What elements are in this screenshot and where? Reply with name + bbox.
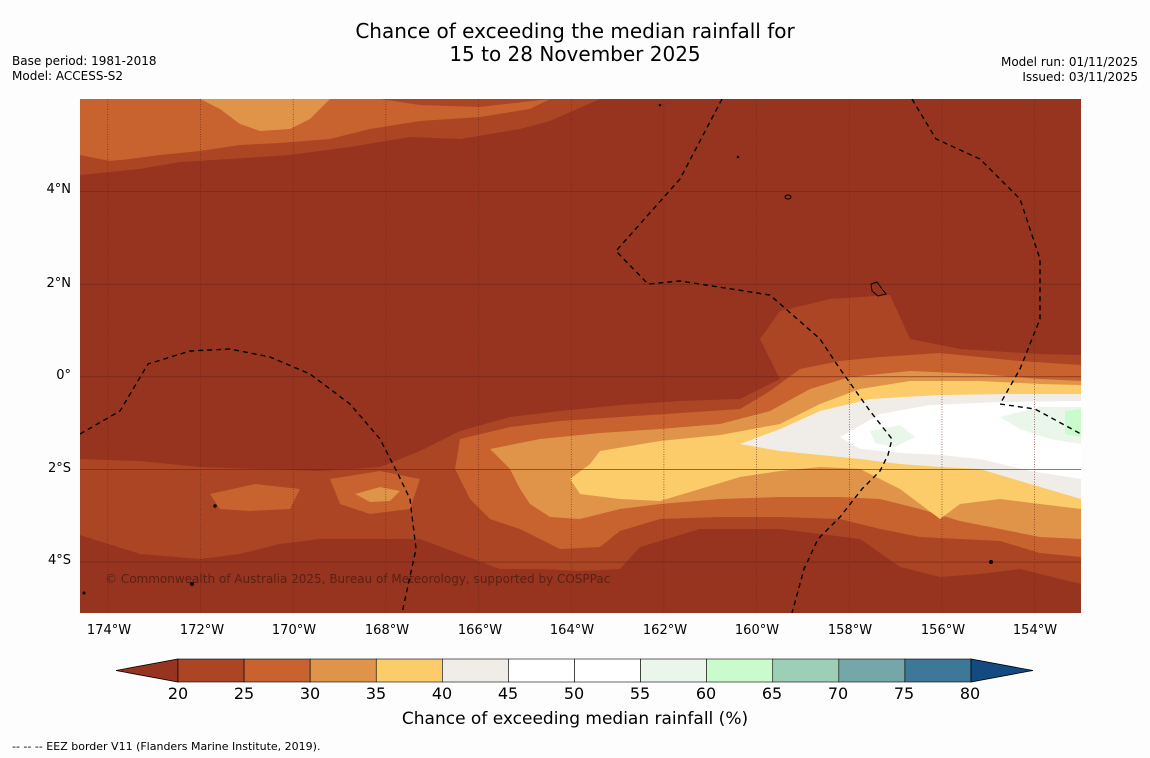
- model-text: Model: ACCESS-S2: [12, 69, 124, 83]
- north-band-25-30: [80, 99, 550, 161]
- south-band-55-60-b: [870, 425, 915, 447]
- islands: [82, 103, 993, 595]
- colorbar-tick: 20: [167, 684, 189, 703]
- eez-border-west: [80, 348, 417, 613]
- lat-tick-4n: 4°N: [46, 182, 72, 197]
- colorbar-tick: 45: [497, 684, 519, 703]
- meta-right: Model run: 01/11/2025 Issued: 03/11/2025: [1001, 55, 1138, 85]
- lon-tick-172w: 172°W: [179, 623, 225, 638]
- colorbar-swatch: [442, 658, 509, 683]
- copyright-text: © Commonwealth of Australia 2025, Bureau…: [105, 572, 611, 586]
- colorbar-swatch: [309, 658, 377, 683]
- north-band-20-25-b: [380, 99, 550, 107]
- lon-tick-160w: 160°W: [734, 623, 780, 638]
- colorbar-swatch: [706, 658, 774, 683]
- lon-tick-156w: 156°W: [920, 623, 966, 638]
- colorbar-tick: 50: [563, 684, 585, 703]
- lon-tick-166w: 166°W: [457, 623, 503, 638]
- island-1: [784, 194, 792, 200]
- colorbar-swatch: [177, 658, 245, 683]
- island-6: [190, 582, 194, 586]
- colorbar-tick: 65: [761, 684, 783, 703]
- colorbar-tick: 70: [827, 684, 849, 703]
- colorbar-tick: 40: [431, 684, 453, 703]
- lon-tick-162w: 162°W: [642, 623, 688, 638]
- colorbar-tick: 80: [959, 684, 981, 703]
- lon-tick-170w: 170°W: [271, 623, 317, 638]
- colorbar-swatch: [904, 658, 972, 683]
- colorbar-swatch: [574, 658, 641, 683]
- meta-left: Base period: 1981-2018 Model: ACCESS-S2: [12, 54, 157, 84]
- lon-tick-174w: 174°W: [86, 623, 132, 638]
- colorbar-swatch: [838, 658, 906, 683]
- issued-text: Issued: 03/11/2025: [1022, 70, 1138, 84]
- south-band-55-60-a: [1000, 407, 1081, 444]
- lat-tick-4s: 4°S: [47, 553, 71, 568]
- colorbar-tick: 25: [233, 684, 255, 703]
- graticule-lines: [80, 99, 1081, 613]
- map-title-line1: Chance of exceeding the median rainfall …: [355, 19, 795, 43]
- island-8: [82, 591, 86, 595]
- colorbar-swatch: [243, 658, 311, 683]
- map-title-line2: 15 to 28 November 2025: [449, 42, 701, 66]
- rainfall-map[interactable]: © Commonwealth of Australia 2025, Bureau…: [80, 99, 1081, 613]
- lat-tick-2n: 2°N: [46, 276, 72, 291]
- map-canvas: [80, 99, 1081, 613]
- lon-tick-164w: 164°W: [549, 623, 595, 638]
- colorbar-swatch: [508, 658, 575, 683]
- lon-tick-154w: 154°W: [1012, 623, 1058, 638]
- colorbar-tick: 60: [695, 684, 717, 703]
- colorbar-swatch: [772, 658, 840, 683]
- colorbar-swatch: [375, 658, 443, 683]
- island-3: [658, 103, 662, 107]
- colorbar: [115, 658, 1034, 683]
- island-7: [989, 560, 993, 564]
- eez-borders: [80, 99, 1081, 613]
- eez-footer-note: -- -- -- EEZ border V11 (Flanders Marine…: [12, 740, 321, 753]
- colorbar-over-arrow: [970, 658, 1034, 683]
- colorbar-tick: 35: [365, 684, 387, 703]
- lon-tick-158w: 158°W: [827, 623, 873, 638]
- colorbar-tick: 55: [629, 684, 651, 703]
- colorbar-under-arrow: [115, 658, 179, 683]
- island-5: [213, 504, 217, 508]
- lat-tick-2s: 2°S: [47, 461, 71, 476]
- island-4: [736, 155, 740, 159]
- eez-border-north: [615, 99, 893, 613]
- island-2: [870, 281, 887, 297]
- eez-border-east: [911, 99, 1081, 435]
- base-period-text: Base period: 1981-2018: [12, 54, 157, 68]
- south-band-60-65: [1065, 409, 1081, 437]
- lon-tick-168w: 168°W: [364, 623, 410, 638]
- colorbar-tick: 30: [299, 684, 321, 703]
- lat-tick-0: 0°: [56, 368, 71, 383]
- colorbar-swatch: [640, 658, 707, 683]
- model-run-text: Model run: 01/11/2025: [1000, 55, 1138, 69]
- north-band-30-35: [200, 99, 330, 131]
- colorbar-label: Chance of exceeding median rainfall (%): [401, 709, 749, 729]
- colorbar-tick: 75: [893, 684, 915, 703]
